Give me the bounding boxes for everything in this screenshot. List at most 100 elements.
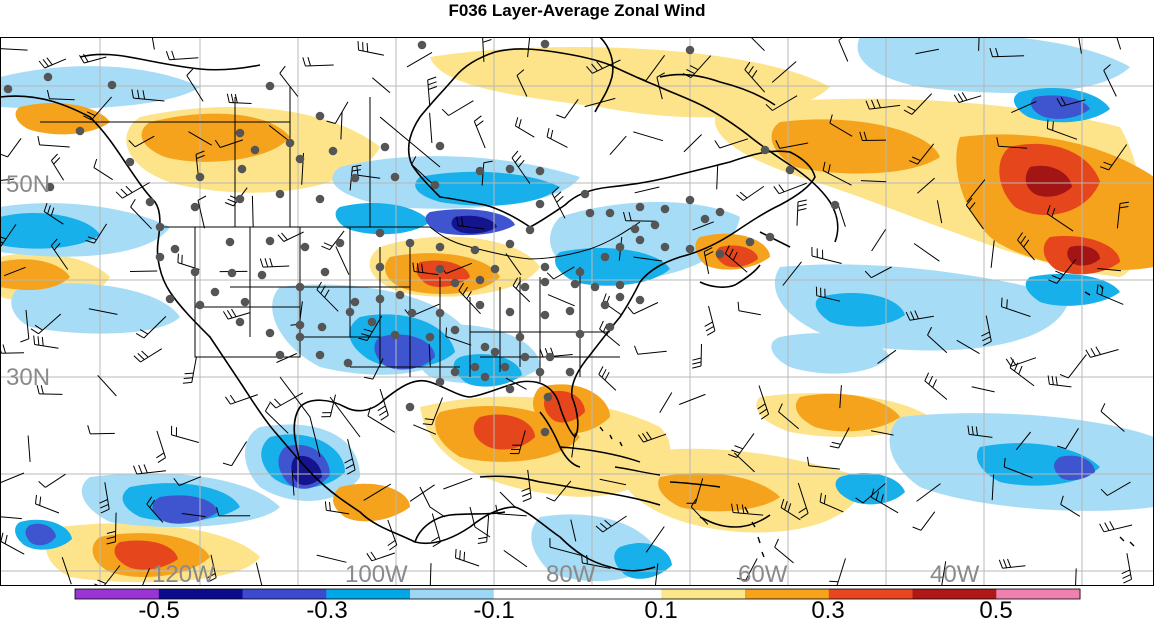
wind-barb-feather (518, 159, 525, 168)
station-dot (480, 372, 490, 382)
station-dot (615, 292, 625, 302)
wind-barb-feather (807, 456, 810, 466)
wind-barb-feather (37, 136, 41, 145)
station-dot (235, 317, 245, 327)
wind-barb-feather (981, 331, 990, 337)
station-dot (520, 282, 530, 292)
wind-barb-feather (100, 508, 110, 514)
wind-barb-staff (808, 465, 840, 470)
wind-barb-staff (231, 441, 248, 466)
wind-barb-feather (30, 328, 39, 335)
wind-barb-feather (4, 534, 8, 544)
station-dot (475, 275, 485, 285)
station-dot (685, 45, 695, 55)
station-dot (435, 141, 445, 151)
wind-barb-staff (97, 374, 117, 397)
wind-barb-staff (340, 111, 343, 140)
wind-barb-staff (877, 349, 897, 364)
wind-barb-feather (357, 41, 360, 51)
wind-barb-staff (633, 131, 664, 142)
station-dot (107, 80, 117, 90)
wind-barb-staff (839, 385, 842, 409)
wind-barb-feather (914, 310, 919, 320)
wind-barb-feather (682, 73, 692, 79)
wind-barb-feather (352, 164, 362, 168)
wind-barb-feather (864, 270, 872, 279)
station-dot (345, 307, 355, 317)
wind-barb-feather (1020, 235, 1027, 244)
station-dot (335, 238, 345, 248)
wind-barb-staff (220, 139, 244, 148)
station-dot (635, 295, 645, 305)
station-dot (535, 367, 545, 377)
wind-barb-feather (596, 61, 603, 69)
wind-barb-staff (197, 200, 205, 229)
station-dot (375, 228, 385, 238)
station-dot (470, 245, 480, 255)
wind-barb-feather (227, 198, 237, 204)
wind-barb-feather (475, 120, 484, 127)
station-dot (225, 237, 235, 247)
wind-barb-feather (445, 327, 447, 337)
wind-barb-feather (363, 376, 374, 380)
wind-barb-feather (46, 57, 53, 66)
wind-barb-feather (1123, 578, 1132, 584)
wind-barb-feather (183, 377, 193, 379)
wind-barb-staff (991, 474, 995, 501)
wind-barb-staff (505, 253, 522, 276)
wind-barb-feather (514, 155, 522, 163)
colorbar-label: 0.3 (811, 597, 844, 622)
station-dot (170, 244, 180, 254)
wind-barb-feather (128, 140, 136, 148)
wind-barb-feather (495, 504, 498, 514)
wind-barb-feather (928, 375, 934, 385)
wind-barb-feather (146, 496, 153, 505)
station-dot (535, 166, 545, 176)
wind-barb-feather (703, 247, 713, 253)
wind-barb-feather (1060, 97, 1067, 106)
wind-barb-feather (37, 336, 40, 346)
station-dot (520, 352, 530, 362)
wind-barb-feather (1101, 286, 1104, 296)
wind-barb-feather (731, 449, 740, 454)
wind-barb-feather (264, 258, 269, 268)
wind-barb-staff (733, 452, 755, 473)
station-dot (285, 138, 295, 148)
station-dot (275, 189, 285, 199)
wind-barb-feather (143, 464, 148, 473)
station-dot (650, 220, 660, 230)
wind-barb-staff (0, 48, 28, 51)
wind-barb-staff (971, 386, 995, 393)
wind-barb-feather (1006, 299, 1008, 309)
wind-barb-feather (880, 494, 884, 504)
wind-barb-feather (516, 69, 525, 76)
wind-barb-feather (39, 496, 42, 506)
wind-barb-feather (728, 453, 737, 458)
wind-barb-feather (774, 538, 779, 548)
wind-barb-staff (584, 97, 616, 108)
station-dot (540, 277, 550, 287)
wind-barb-staff (990, 240, 995, 268)
colorbar-label: -0.1 (473, 597, 514, 622)
wind-barb-staff (634, 186, 660, 194)
wind-barb-feather (1013, 362, 1019, 372)
wind-barb-feather (1046, 119, 1049, 129)
wind-barb-feather (623, 211, 627, 221)
wind-barb-feather (871, 99, 876, 109)
wind-barb-feather (83, 53, 89, 63)
station-dot (715, 207, 725, 217)
wind-barb-feather (157, 457, 166, 464)
wind-barb-feather (827, 164, 831, 174)
wind-barb-staff (625, 220, 657, 222)
wind-barb-staff (0, 178, 15, 182)
colorbar-label: 0.5 (979, 597, 1012, 622)
wind-barb-feather (197, 195, 207, 201)
wind-barb-feather (85, 239, 95, 244)
wind-barb-staff (1100, 411, 1125, 432)
station-dot (367, 317, 377, 327)
wind-barb-feather (43, 202, 48, 212)
wind-barb-feather (704, 251, 714, 257)
wind-barb-feather (1100, 403, 1106, 412)
wind-barb-feather (186, 68, 194, 76)
wind-barb-feather (131, 89, 134, 99)
